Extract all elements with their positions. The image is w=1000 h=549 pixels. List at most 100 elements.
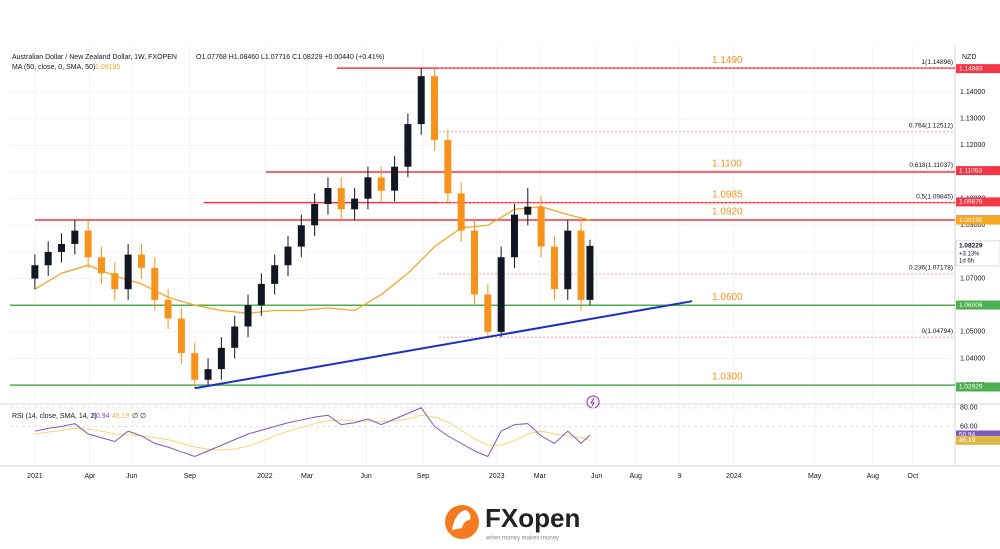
candle-body (351, 198, 359, 210)
fib-label: 0(1.04794) (922, 328, 953, 335)
x-tick-label: Oct (907, 473, 918, 480)
candle-body (71, 230, 79, 244)
price-tag-label: 1.11053 (959, 167, 982, 174)
rsi-tag-label: 50.94 (959, 432, 976, 439)
x-tick-label: 2021 (27, 473, 43, 480)
price-tag (956, 64, 1000, 74)
y-tick-label: 1.04000 (960, 355, 985, 362)
candle-body (204, 369, 212, 380)
event-icon (586, 395, 600, 409)
fib-label: 0.236(1.07178) (909, 265, 953, 272)
candle-body (524, 206, 532, 215)
chart-title: Australian Dollar / New Zealand Dollar, … (12, 54, 177, 61)
x-tick-label: Jun (361, 473, 372, 480)
candle-body (191, 353, 199, 380)
candle-body (297, 225, 305, 247)
candle-body (391, 166, 399, 191)
x-tick-label: 2024 (726, 473, 742, 480)
rsi-tag (956, 430, 1000, 440)
price-tag (956, 300, 1000, 310)
candle-body (84, 230, 92, 258)
logo-lion (452, 510, 471, 530)
candle-body (404, 124, 412, 167)
price-tag-label: 1.09878 (959, 199, 983, 206)
y-tick-label: 1.07000 (960, 275, 985, 282)
price-tag (956, 166, 1000, 176)
price-tag (956, 382, 1000, 392)
candle-body (417, 76, 425, 125)
price-tag (956, 197, 1000, 207)
fib-label: 0.764(1.12512) (909, 122, 953, 129)
y-tick-label: 1.13000 (960, 116, 985, 123)
price-tag-label: 1.02929 (959, 384, 983, 391)
candle-body (564, 230, 572, 290)
candle-body (550, 246, 558, 290)
y-tick-label: 80.00 (960, 405, 978, 412)
x-tick-label: Apr (84, 473, 96, 480)
rsi-empty: ∅ ∅ (132, 413, 146, 420)
rsi-value: 50.94 (92, 413, 110, 420)
candle-body (537, 206, 545, 247)
rsi-ma-tag-label: 45.19 (959, 437, 976, 444)
candle-body (337, 188, 345, 210)
last-price-extra: +3.13% (959, 251, 980, 257)
y-tick-label: 60.00 (960, 423, 978, 430)
candle-body (124, 254, 132, 290)
x-tick-label: Mar (534, 473, 547, 480)
candle-body (484, 294, 492, 332)
y-tick-label: 1.14000 (960, 89, 985, 96)
x-tick-label: Mar (301, 473, 314, 480)
rsi-ma-line (34, 414, 591, 451)
price-tag-label: 1.06006 (959, 302, 983, 309)
rsi-line (34, 407, 591, 458)
rsi-ma-tag (956, 435, 1000, 445)
x-tick-label: 2023 (489, 473, 505, 480)
candle-body (271, 265, 279, 284)
candle-body (444, 140, 452, 194)
candle-body (577, 230, 585, 300)
candle-body (586, 245, 594, 300)
y-tick-label: 1.12000 (960, 142, 985, 149)
candle-body (151, 267, 159, 300)
x-tick-label: Aug (629, 473, 642, 480)
candle-body (97, 257, 105, 274)
ma-tag-label: 1.09195 (959, 217, 983, 224)
candle-body (177, 318, 185, 354)
fib-label: 0.5(1.09845) (916, 194, 953, 201)
x-tick-label: Jun (591, 473, 602, 480)
logo-text: FXopen (485, 503, 580, 533)
y-tick-label: 1.05000 (960, 329, 985, 336)
last-price: 1.08229 (959, 243, 983, 250)
ohlc-text: O1.07768 H1.08460 L1.07716 C1.08229 +0.0… (196, 54, 384, 61)
x-tick-label: 9 (678, 473, 682, 480)
candle-body (244, 305, 252, 327)
fib-label: 0.618(1.11037) (909, 162, 953, 169)
candle-body (510, 214, 518, 258)
trendline (194, 300, 693, 390)
candle-body (377, 177, 385, 191)
ma-value: 1.09195 (95, 64, 120, 71)
x-tick-label: 2022 (257, 473, 273, 480)
fib-label: 1(1.14896) (922, 59, 953, 66)
x-tick-label: Aug (867, 473, 880, 480)
candle-body (217, 347, 225, 370)
level-label: 1.0300 (712, 372, 743, 383)
last-price-box (955, 240, 1000, 267)
x-tick-label: Sep (184, 473, 197, 480)
x-tick-label: May (808, 473, 822, 480)
candle-body (31, 265, 39, 279)
rsi-name: RSI (14, close, SMA, 14, 2) (12, 413, 97, 420)
candle-body (58, 243, 66, 252)
level-label: 1.0600 (712, 292, 743, 303)
rsi-ma-value: 45.19 (112, 413, 130, 420)
currency: NZD (962, 54, 976, 61)
ma-name: MA (50, close, 0, SMA, 50) (12, 64, 95, 71)
level-label: 1.0920 (712, 207, 743, 218)
candle-body (497, 257, 505, 332)
candle-body (457, 193, 465, 231)
level-label: 1.0985 (712, 189, 743, 200)
candle-body (324, 188, 332, 204)
x-tick-label: Jun (126, 473, 137, 480)
event-bolt (590, 397, 595, 407)
